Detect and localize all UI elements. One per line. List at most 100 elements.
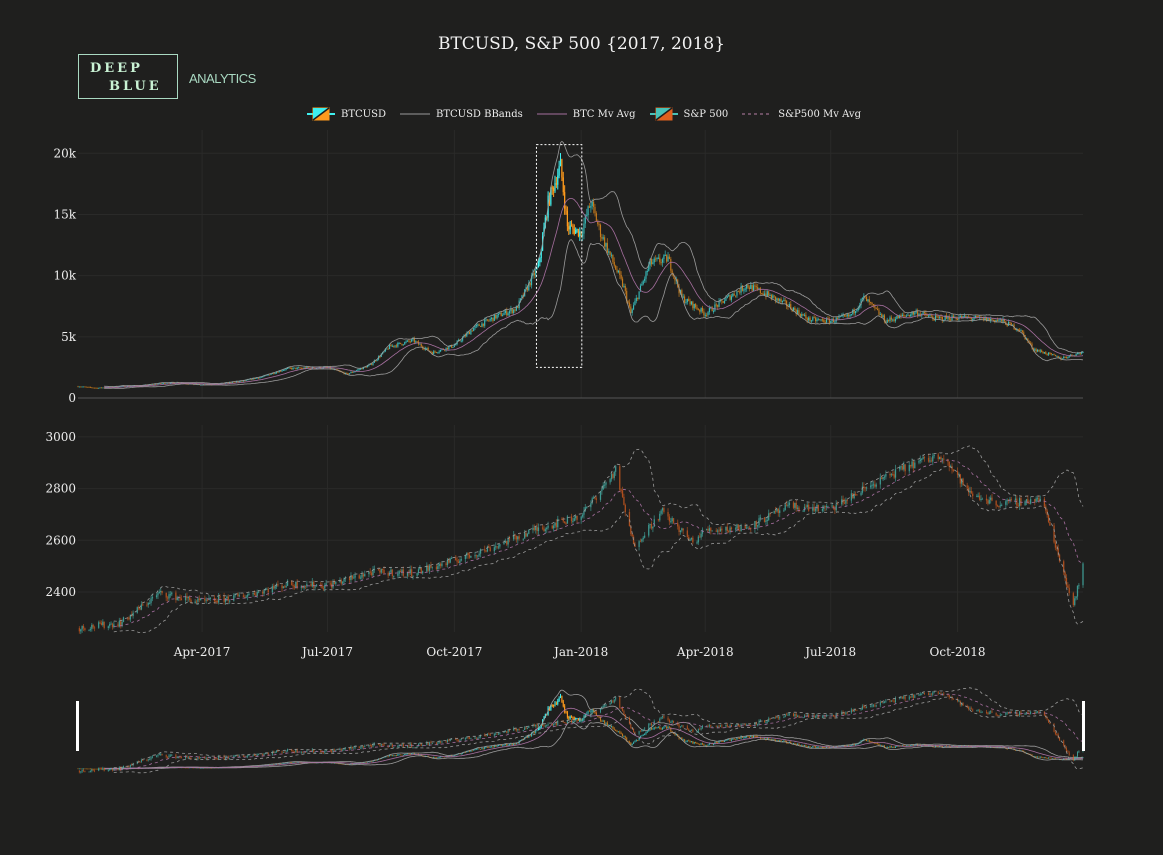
- candle-body: [881, 702, 883, 704]
- candle-body: [1038, 350, 1040, 352]
- candle-body: [648, 729, 650, 732]
- candle-body: [613, 261, 615, 266]
- candle-body: [324, 585, 326, 589]
- candle-body: [486, 746, 488, 748]
- candle-body: [572, 721, 574, 723]
- candle-body: [276, 763, 278, 765]
- legend-item[interactable]: S&P500 Mv Avg: [742, 107, 861, 121]
- candle-body: [548, 195, 551, 205]
- x-tick-label: Apr-2017: [173, 645, 231, 659]
- candle-body: [466, 751, 468, 753]
- candle-body: [266, 589, 268, 591]
- candle-body: [649, 259, 651, 266]
- candle-body: [1050, 757, 1052, 759]
- candle-body: [437, 742, 439, 744]
- candle-body: [863, 706, 865, 708]
- candle-body: [1074, 598, 1076, 605]
- candle-body: [613, 471, 615, 478]
- candle-body: [537, 527, 540, 532]
- legend-item[interactable]: S&P 500: [649, 107, 728, 121]
- candle-body: [979, 710, 981, 713]
- candle-body: [160, 753, 162, 755]
- candle-body: [797, 743, 799, 746]
- candle-body: [489, 319, 491, 321]
- candle-body: [188, 597, 191, 600]
- legend-item[interactable]: BTC Mv Avg: [536, 107, 636, 121]
- candle-body: [1041, 350, 1043, 353]
- upper-band-line: [113, 445, 1084, 622]
- candle-body: [988, 499, 990, 504]
- candle-body: [406, 572, 409, 576]
- candle-body: [495, 745, 497, 747]
- candle-body: [474, 737, 476, 739]
- candle-body: [526, 727, 528, 730]
- legend-item[interactable]: BTCUSD BBands: [399, 107, 523, 121]
- candle-body: [609, 725, 611, 727]
- candle-body: [730, 724, 732, 726]
- candle-body: [773, 739, 775, 741]
- candle-body: [360, 762, 362, 764]
- candle-body: [107, 626, 110, 629]
- candle-body: [714, 304, 716, 311]
- legend-label: BTC Mv Avg: [572, 108, 636, 120]
- candle-body: [139, 608, 141, 610]
- candle-body: [766, 721, 768, 723]
- candle-body: [570, 225, 573, 227]
- candle-body: [889, 317, 891, 322]
- candle-body: [1009, 321, 1011, 323]
- candle-body: [623, 496, 625, 505]
- candle-body: [802, 314, 804, 316]
- candle-body: [187, 767, 189, 769]
- candle-body: [408, 745, 410, 747]
- candle-body: [918, 313, 920, 316]
- candle-body: [155, 595, 158, 598]
- candle-body: [488, 747, 490, 749]
- candle-body: [235, 593, 238, 595]
- candle-body: [238, 755, 240, 757]
- candle-body: [660, 717, 662, 719]
- candle-body: [94, 768, 96, 770]
- candle-body: [179, 756, 181, 758]
- candle-body: [1063, 356, 1065, 359]
- candle-body: [271, 751, 273, 755]
- candle-body: [1017, 505, 1019, 507]
- candle-body: [648, 723, 650, 729]
- candle-body: [723, 300, 726, 303]
- candle-body: [440, 756, 442, 758]
- candle-body: [849, 745, 851, 747]
- candle-body: [322, 588, 325, 590]
- candle-body: [391, 569, 394, 577]
- candle-body: [408, 340, 410, 342]
- candle-body: [427, 565, 429, 571]
- candle-body: [919, 459, 922, 462]
- candle-body: [718, 740, 720, 743]
- candle-body: [428, 350, 431, 352]
- candle-body: [797, 715, 799, 717]
- legend-item[interactable]: BTCUSD: [307, 107, 386, 121]
- candle-body: [699, 536, 701, 538]
- candle-body: [912, 461, 915, 469]
- candle-body: [704, 314, 706, 316]
- candle-body: [616, 730, 618, 732]
- candle-body: [576, 229, 578, 231]
- candle-body: [351, 763, 353, 765]
- candle-body: [758, 288, 760, 290]
- candle-body: [430, 742, 432, 744]
- candle-body: [632, 536, 635, 544]
- candle-body: [990, 711, 992, 713]
- candle-body: [653, 721, 655, 725]
- candle-body: [199, 598, 202, 601]
- candle-body: [451, 738, 453, 740]
- candle-body: [492, 746, 494, 748]
- candle-body: [757, 723, 759, 725]
- candle-body: [227, 382, 229, 384]
- candle-body: [670, 258, 672, 271]
- candle-body: [470, 555, 472, 558]
- candle-body: [111, 623, 114, 628]
- candle-body: [1038, 497, 1040, 502]
- candle-body: [166, 597, 169, 599]
- candle-body: [497, 733, 499, 735]
- candle-body: [100, 387, 103, 389]
- candle-body: [528, 726, 530, 728]
